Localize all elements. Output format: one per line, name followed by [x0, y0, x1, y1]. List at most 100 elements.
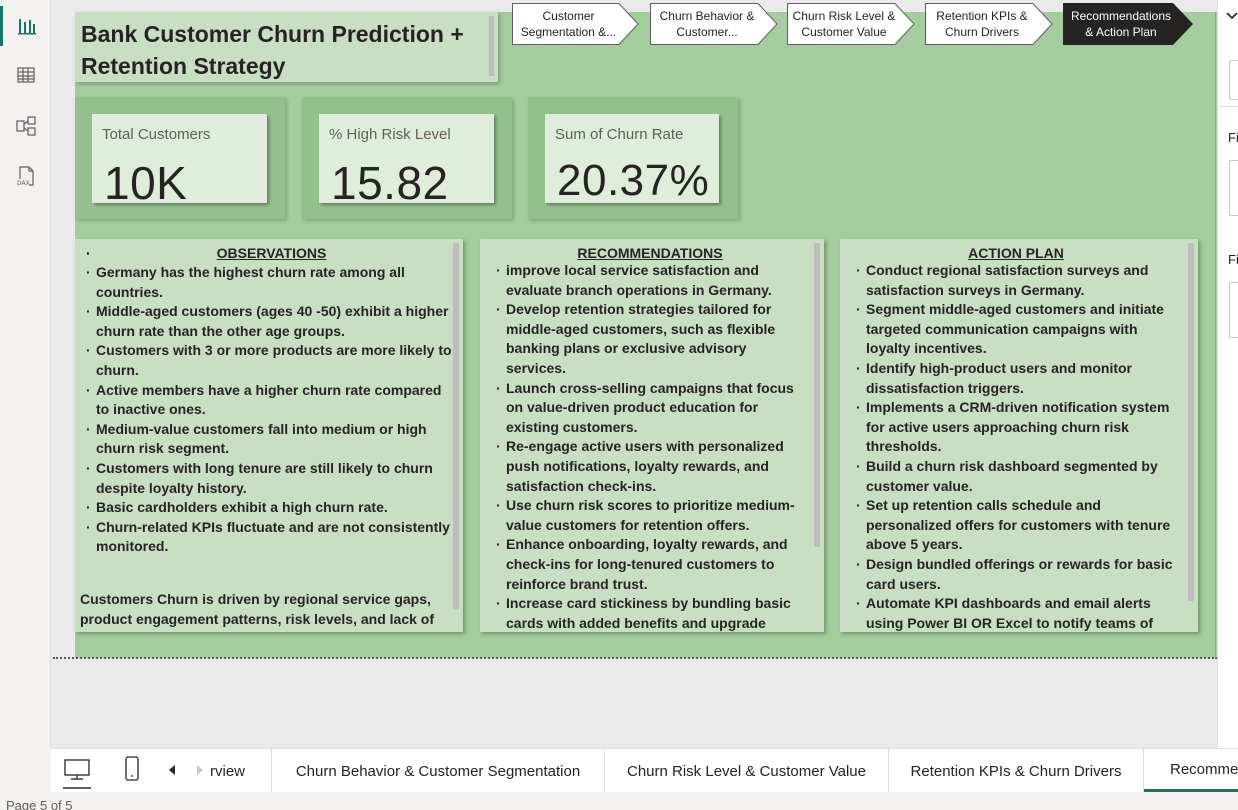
nav-button-retention-kpis[interactable]: Retention KPIs & Churn Drivers [925, 3, 1053, 45]
tab-label: rview [210, 762, 246, 780]
svg-text:DAX: DAX [17, 180, 30, 187]
nav-button-label: Churn Behavior & Customer... [659, 9, 755, 39]
list-item: Increase card stickiness by bundling bas… [490, 594, 810, 632]
prev-page-button[interactable] [167, 763, 177, 782]
tab-label: Recomme [1170, 760, 1238, 778]
kpi-label: % High Risk Level [329, 126, 451, 143]
list-item: Design bundled offerings or rewards for … [850, 555, 1182, 594]
nav-button-recommendations-active[interactable]: Recommendations & Action Plan [1063, 3, 1193, 45]
list-item: Segment middle-aged customers and initia… [850, 300, 1182, 359]
list-item: Implements a CRM-driven notification sys… [850, 398, 1182, 457]
page-boundary [53, 657, 1217, 659]
kpi-value: 10K [104, 157, 188, 209]
kpi-card-total-customers[interactable]: Total Customers 10K [92, 114, 267, 209]
bullet: · [86, 245, 91, 261]
dax-query-view-button[interactable]: DAX [0, 157, 51, 197]
list-item: Medium-value customers fall into medium … [80, 420, 453, 459]
page-indicator: Page 5 of 5 [6, 798, 73, 810]
kpi-value: 15.82 [331, 157, 449, 209]
list-item: Identify high-product users and monitor … [850, 359, 1182, 398]
report-view-icon [18, 19, 36, 35]
tab-retention-kpis[interactable]: Retention KPIs & Churn Drivers [889, 749, 1144, 793]
report-title: Bank Customer Churn Prediction + Retenti… [81, 21, 464, 79]
tab-churn-behavior-segmentation[interactable]: Churn Behavior & Customer Segmentation [272, 749, 605, 793]
list-item: Develop retention strategies tailored fo… [490, 300, 810, 378]
table-view-button[interactable] [0, 55, 51, 95]
nav-button-label: Churn Risk Level & Customer Value [792, 9, 896, 39]
list-item: Churn-related KPIs fluctuate and are not… [80, 518, 453, 557]
kpi-value: 20.37% [557, 156, 710, 205]
status-bar: Page 5 of 5 [0, 792, 1238, 810]
collapse-chevron-icon[interactable] [1226, 10, 1238, 22]
model-view-icon [15, 116, 36, 136]
filter-search-input[interactable] [1229, 60, 1238, 100]
title-scrollbar[interactable] [489, 16, 494, 76]
page-boundary-right [1215, 12, 1216, 658]
filter-section-label: Fi [1228, 252, 1238, 267]
filter-drop-zone[interactable] [1229, 160, 1238, 216]
dax-query-icon: DAX [15, 166, 34, 187]
observations-scrollbar[interactable] [453, 243, 459, 609]
tab-label: Churn Behavior & Customer Segmentation [295, 762, 581, 780]
list-item: Active members have a higher churn rate … [80, 381, 453, 420]
tab-label: Churn Risk Level & Customer Value [627, 762, 866, 780]
view-switcher: DAX [0, 0, 51, 748]
list-item: Customers with long tenure are still lik… [80, 459, 453, 498]
nav-button-churn-risk-level[interactable]: Churn Risk Level & Customer Value [787, 3, 915, 45]
action-plan-list: Conduct regional satisfaction surveys an… [850, 261, 1182, 632]
next-page-button[interactable] [195, 763, 205, 782]
nav-button-label: Retention KPIs & Churn Drivers [936, 9, 1028, 39]
table-view-icon [16, 67, 35, 83]
list-item: Germany has the highest churn rate among… [80, 263, 453, 302]
nav-button-customer-segmentation[interactable]: Customer Segmentation &... [512, 3, 639, 45]
kpi-card-churn-rate[interactable]: Sum of Churn Rate 20.37% [545, 114, 719, 205]
nav-button-shape [1063, 3, 1193, 45]
recommendations-scrollbar[interactable] [814, 243, 820, 547]
tab-recommendations-active[interactable]: Recomme [1144, 749, 1238, 793]
recommendations-panel[interactable]: RECOMMENDATIONS improve local service sa… [480, 239, 824, 632]
desktop-layout-icon [64, 759, 90, 780]
pane-divider [1218, 106, 1238, 107]
desktop-layout-button[interactable] [63, 757, 91, 789]
report-title-card[interactable]: Bank Customer Churn Prediction + Retenti… [75, 12, 498, 82]
list-item: Automate KPI dashboards and email alerts… [850, 594, 1182, 632]
nav-button-shape [787, 3, 915, 45]
tab-overview[interactable]: rview [210, 749, 272, 793]
action-plan-heading: ACTION PLAN [968, 245, 1064, 261]
nav-button-shape [650, 3, 778, 45]
list-item: Customers with 3 or more products are mo… [80, 341, 453, 380]
action-plan-panel[interactable]: ACTION PLAN Conduct regional satisfactio… [840, 239, 1198, 632]
nav-button-label: Customer Segmentation &... [520, 9, 617, 39]
list-item: Conduct regional satisfaction surveys an… [850, 261, 1182, 300]
report-view-button[interactable] [0, 6, 51, 46]
nav-button-shape [925, 3, 1053, 45]
observations-heading: OBSERVATIONS [216, 245, 327, 261]
kpi-label: Sum of Churn Rate [555, 126, 684, 143]
observations-panel[interactable]: · OBSERVATIONS Germany has the highest c… [75, 239, 463, 632]
mobile-layout-button[interactable] [123, 755, 141, 788]
model-view-button[interactable] [0, 106, 51, 146]
action-plan-scrollbar[interactable] [1188, 243, 1194, 601]
nav-button-shape [512, 3, 639, 45]
kpi-card-high-risk-level[interactable]: % High Risk Level 15.82 [319, 114, 494, 209]
tab-label: Retention KPIs & Churn Drivers [910, 762, 1122, 780]
next-page-icon [197, 765, 203, 775]
kpi-label: Total Customers [102, 126, 211, 143]
list-item: improve local service satisfaction and e… [490, 261, 810, 300]
filters-pane: Fi Fi [1217, 0, 1238, 748]
list-item: Launch cross-selling campaigns that focu… [490, 379, 810, 438]
list-item: Enhance onboarding, loyalty rewards, and… [490, 535, 810, 594]
nav-button-churn-behavior[interactable]: Churn Behavior & Customer... [650, 3, 778, 45]
tab-churn-risk-level[interactable]: Churn Risk Level & Customer Value [605, 749, 889, 793]
mobile-layout-icon [125, 756, 139, 781]
recommendations-heading: RECOMMENDATIONS [577, 245, 723, 261]
observations-list: Germany has the highest churn rate among… [80, 263, 453, 557]
filter-drop-zone[interactable] [1229, 282, 1238, 338]
list-item: Basic cardholders exhibit a high churn r… [80, 498, 453, 518]
list-item: Use churn risk scores to prioritize medi… [490, 496, 810, 535]
recommendations-list: improve local service satisfaction and e… [490, 261, 810, 632]
page-tab-bar: rview Churn Behavior & Customer Segmenta… [51, 748, 1238, 793]
observations-summary: Customers Churn is driven by regional se… [80, 590, 434, 627]
prev-page-icon [169, 765, 175, 775]
list-item: Build a churn risk dashboard segmented b… [850, 457, 1182, 496]
